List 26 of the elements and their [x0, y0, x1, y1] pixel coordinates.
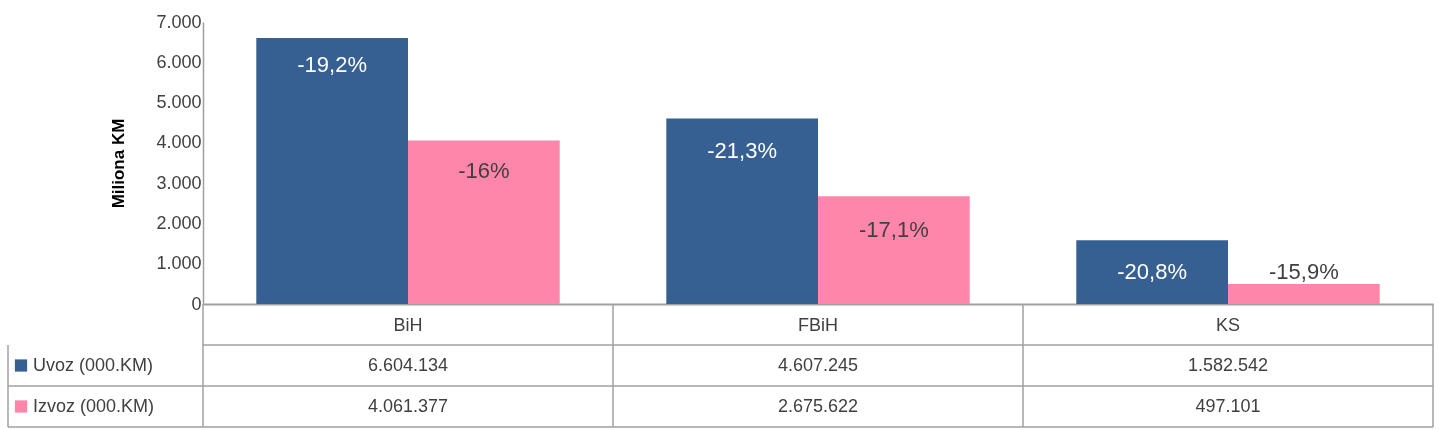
y-tick-label: 0	[191, 293, 202, 314]
y-tick-label: 7.000	[156, 11, 202, 32]
annotation: -17,1%	[858, 216, 929, 242]
text: 4.607.245	[777, 354, 859, 375]
text: 6.604.134	[367, 354, 449, 375]
legend-label: Izvoz (000.KM)	[33, 395, 155, 416]
y-tick-label: 6.000	[156, 51, 202, 72]
x-tick-label: BiH	[393, 314, 423, 335]
text: 4.061.377	[367, 395, 449, 416]
y-tick-label: 4.000	[156, 132, 202, 153]
annotation: -16%	[458, 158, 510, 184]
y-axis-title: Miliona KM	[109, 118, 129, 209]
text: 2.675.622	[777, 395, 859, 416]
annotation: -21,3%	[707, 138, 778, 164]
annotation: -15,9%	[1268, 258, 1339, 284]
text: 497.101	[1195, 395, 1261, 416]
x-tick-label: KS	[1215, 314, 1241, 335]
y-tick-label: 3.000	[156, 172, 202, 193]
annotation: -19,2%	[297, 52, 368, 78]
legend-label: Uvoz (000.KM)	[33, 354, 154, 375]
y-tick-label: 5.000	[156, 92, 202, 113]
x-tick-label: FBiH	[798, 314, 838, 335]
y-tick-label: 2.000	[156, 212, 202, 233]
text: 1.582.542	[1187, 354, 1269, 375]
annotation: -20,8%	[1117, 258, 1188, 284]
y-tick-label: 1.000	[156, 253, 202, 274]
